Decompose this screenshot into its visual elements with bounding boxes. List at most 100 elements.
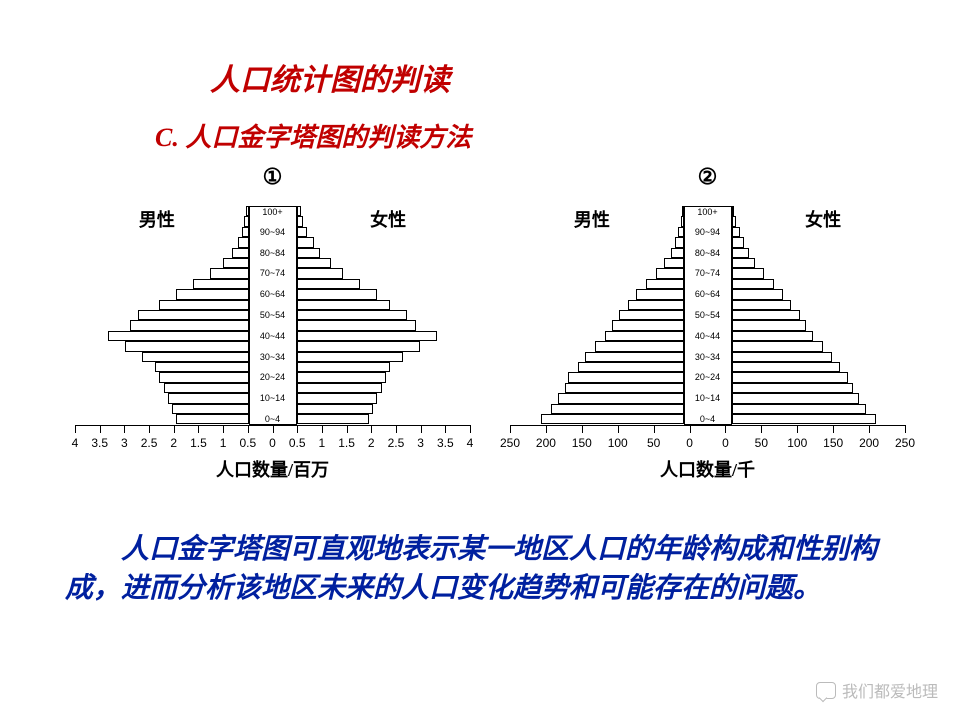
tick-label: 200 [859,436,879,450]
female-bar [297,372,386,382]
x-axis-label-1: 人口数量/百万 [216,456,329,482]
age-label: 0~4 [249,414,297,424]
female-bar [297,216,303,226]
age-label [684,362,732,372]
age-label: 80~84 [249,248,297,258]
age-label: 0~4 [684,414,732,424]
female-bar [297,331,437,341]
pyramid-bars-2: 100+90~9480~8470~7460~6450~5440~4430~342… [505,192,910,430]
tick-label: 3.5 [437,436,454,450]
age-label [249,362,297,372]
female-bar [297,279,361,289]
tick-label: 2.5 [388,436,405,450]
female-bar [297,248,320,258]
tick-label: 1 [319,436,326,450]
age-label [249,279,297,289]
tick-label: 3 [417,436,424,450]
age-label: 80~84 [684,248,732,258]
age-label: 100+ [684,206,732,216]
age-label: 50~54 [684,310,732,320]
tick-label: 0.5 [289,436,306,450]
male-bar [130,320,249,330]
female-bar [297,258,331,268]
male-bar [619,310,684,320]
female-bar [732,310,800,320]
wechat-icon [816,682,836,699]
female-bar [297,352,403,362]
age-label: 50~54 [249,310,297,320]
male-bar [664,258,683,268]
age-label [684,300,732,310]
female-bar [732,300,792,310]
age-label: 70~74 [684,268,732,278]
female-bar [732,258,756,268]
female-bar [732,352,833,362]
female-bar [297,414,369,424]
male-bar [565,383,684,393]
male-bar [238,237,249,247]
age-label [684,383,732,393]
charts-container: ① 男性 女性 100+90~9480~8470~7460~6450~5440~… [70,168,910,488]
male-bar [232,248,249,258]
tick-label: 2 [170,436,177,450]
female-bar [297,206,301,216]
age-label [249,404,297,414]
age-label [249,320,297,330]
male-bar [612,320,683,330]
age-label: 30~34 [684,352,732,362]
male-bar [578,362,683,372]
age-label: 10~14 [684,393,732,403]
watermark-label: 我们都爱地理 [842,678,938,702]
male-bar [671,248,683,258]
male-bar [646,279,683,289]
female-bar [732,404,867,414]
female-bar [732,279,774,289]
male-bar [585,352,684,362]
male-bar [138,310,249,320]
male-bar [172,404,249,414]
watermark: 我们都爱地理 [816,678,938,702]
female-bar [732,320,807,330]
age-label [249,237,297,247]
tick-label: 4 [467,436,474,450]
female-bar [732,268,765,278]
page-title: 人口统计图的判读 [210,55,450,99]
female-bar [732,227,740,237]
female-bar [297,310,408,320]
age-label: 90~94 [684,227,732,237]
age-label: 40~44 [684,331,732,341]
description-text: 人口金字塔图可直观地表示某一地区人口的年龄构成和性别构成，进而分析该地区未来的人… [65,530,895,608]
age-label [684,279,732,289]
age-label [684,404,732,414]
tick-label: 4 [72,436,79,450]
age-label: 60~64 [684,289,732,299]
female-bar [297,341,420,351]
female-bar [732,393,860,403]
male-bar [155,362,249,372]
age-label [684,320,732,330]
x-ticks-2 [510,425,905,433]
female-bar [732,414,876,424]
female-bar [732,289,783,299]
female-bar [732,206,735,216]
female-bar [732,331,814,341]
male-bar [159,300,248,310]
tick-label: 200 [536,436,556,450]
tick-label: 50 [647,436,660,450]
male-bar [108,331,248,341]
age-label: 100+ [249,206,297,216]
male-bar [636,289,684,299]
tick-label: 0 [722,436,729,450]
female-bar [297,320,416,330]
age-label [249,383,297,393]
tick-label: 0 [269,436,276,450]
age-label: 10~14 [249,393,297,403]
tick-label: 100 [787,436,807,450]
male-bar [164,383,249,393]
tick-label: 250 [895,436,915,450]
section-subtitle: C. 人口金字塔图的判读方法 [155,117,471,154]
female-bar [732,383,853,393]
pyramid-chart-1: ① 男性 女性 100+90~9480~8470~7460~6450~5440~… [70,168,475,488]
male-bar [675,237,683,247]
age-label [684,216,732,226]
